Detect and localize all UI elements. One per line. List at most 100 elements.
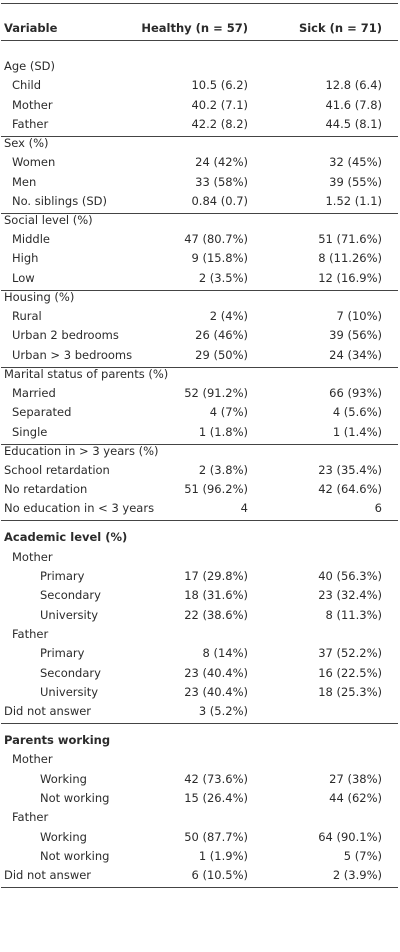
row-label: No education in < 3 years [4,501,155,516]
cell: 52 (91.2%) [184,385,248,400]
cell: 51 (96.2%) [184,482,248,497]
cell: 44 (62%) [329,791,382,805]
cell: 23 (35.4%) [318,462,382,477]
header-cell: Sick (n = 71) [298,21,382,35]
rule [1,723,398,725]
row-label: Not working [40,791,110,805]
cell: 4 (5.6%) [332,405,382,420]
rule [1,366,398,368]
cell: 42.2 (8.2) [191,116,248,131]
cell: 7 (10%) [336,309,382,323]
cell: 2 (3.9%) [332,868,382,883]
cell: 44.5 (8.1) [325,116,382,131]
header-cell: Variable [4,21,58,35]
row-label: Mother [12,549,53,564]
row-label: Mother [12,752,53,767]
cell: 24 (34%) [329,347,382,362]
cell: 8 (14%) [202,646,248,661]
cell: 17 (29.8%) [184,569,248,583]
section-title: Education in > 3 years (%) [4,443,159,458]
rule [1,3,398,4]
section-title: Housing (%) [4,289,75,304]
cell: 6 (10.5%) [191,868,248,883]
row-label: Married [12,385,56,400]
row-label: Men [12,174,37,189]
cell: 40.2 (7.1) [191,97,248,112]
section-title: Parents working [4,733,111,748]
row-label: Low [12,270,35,285]
cell: 2 (3.8%) [198,462,248,477]
row-label: Primary [40,569,85,583]
cell: 27 (38%) [329,771,382,786]
cell: 41.6 (7.8) [325,97,382,112]
row-label: School retardation [4,462,110,477]
row-label: University [40,684,99,699]
row-label: High [12,251,39,266]
cell: 5 (7%) [343,848,382,863]
rule [1,443,398,445]
row-label: Urban 2 bedrooms [12,328,119,343]
cell: 24 (42%) [195,155,248,170]
row-label: Father [12,810,49,825]
cell: 1 (1.4%) [332,424,382,439]
cell: 66 (93%) [329,385,382,400]
row-label: Did not answer [4,868,92,883]
cell: 15 (26.4%) [184,791,248,805]
section-title: Academic level (%) [4,530,128,545]
cell: 64 (90.1%) [318,829,382,844]
row-label: Separated [12,405,72,420]
row-label: Secondary [40,588,101,603]
row-label: Women [12,155,56,170]
cell: 42 (73.6%) [184,771,248,786]
row-label: Mother [12,97,53,112]
row-label: Child [12,78,42,93]
cell: 50 (87.7%) [184,829,248,844]
cell: 2 (4%) [209,309,248,323]
cell: 2 (3.5%) [198,270,248,285]
row-label: Rural [12,309,42,323]
cell: 42 (64.6%) [318,482,382,497]
cell: 32 (45%) [329,155,382,170]
row-label: Working [40,829,87,844]
cell: 10.5 (6.2) [191,78,248,93]
rule [1,887,398,889]
cell: 23 (40.4%) [184,684,248,699]
section-title: Age (SD) [4,59,56,73]
cell: 40 (56.3%) [318,569,382,583]
cell: 3 (5.2%) [198,704,248,719]
row-label: Primary [40,646,85,661]
cell: 47 (80.7%) [184,232,248,247]
cell: 6 [374,501,382,516]
row-label: Father [12,626,49,641]
cell: 29 (50%) [195,347,248,362]
cell: 26 (46%) [195,328,248,343]
section-title: Social level (%) [4,212,93,227]
row-label: University [40,607,99,622]
cell: 37 (52.2%) [318,646,382,661]
cell: 1 (1.9%) [198,848,248,863]
cell: 4 [240,501,248,516]
cell: 33 (58%) [195,174,248,189]
cell: 23 (32.4%) [318,588,382,603]
rule [1,289,398,291]
cell: 22 (38.6%) [184,607,248,622]
cell: 16 (22.5%) [318,665,382,680]
section-title: Sex (%) [4,135,49,150]
cell: 12 (16.9%) [318,270,382,285]
cell: 0.84 (0.7) [191,193,248,208]
rule [1,40,398,41]
rule [1,212,398,214]
row-label: Urban > 3 bedrooms [12,347,133,362]
cell: 9 (15.8%) [191,251,248,266]
cell: 39 (56%) [329,328,382,343]
cell: 18 (25.3%) [318,684,382,699]
row-label: Secondary [40,665,101,680]
row-label: Father [12,116,49,131]
row-label: Not working [40,848,110,863]
cell: 8 (11.26%) [318,251,382,266]
row-label: Did not answer [4,704,92,719]
cell: 18 (31.6%) [184,588,248,603]
section-title: Marital status of parents (%) [4,366,169,381]
cell: 1 (1.8%) [198,424,248,439]
